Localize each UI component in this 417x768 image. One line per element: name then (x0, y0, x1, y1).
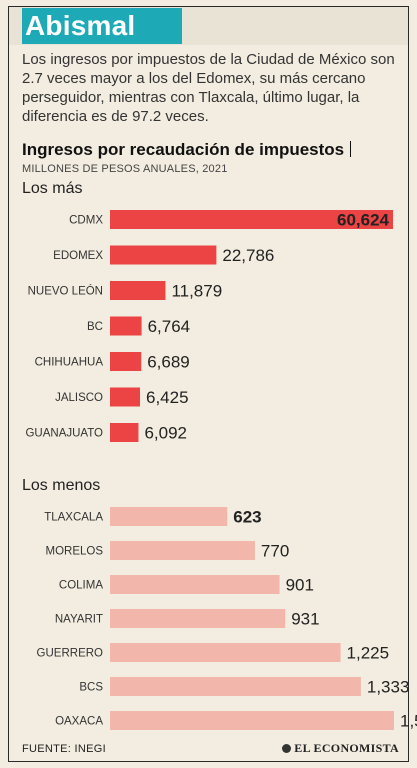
bar-guerrero (110, 643, 341, 662)
chart-subtitle: MILLONES DE PESOS ANUALES, 2021 (22, 163, 228, 175)
intro-text: Los ingresos por impuestos de la Ciudad … (22, 51, 395, 125)
value-label-jalisco: 6,425 (146, 388, 189, 407)
value-label-colima: 901 (286, 576, 314, 595)
title-divider (350, 141, 352, 157)
value-label-tlaxcala: 623 (233, 508, 261, 527)
category-label-bc: BC (87, 321, 103, 333)
category-label-bcs: BCS (79, 682, 103, 694)
bar-tlaxcala (110, 507, 228, 526)
category-label-nuevo-le-n: NUEVO LEÓN (28, 285, 103, 298)
bar-nuevo-le-n (110, 281, 166, 300)
section-label-top: Los más (22, 180, 83, 197)
bar-oaxaca (110, 711, 394, 730)
bar-bcs (110, 677, 361, 696)
bar-bc (110, 316, 142, 336)
bar-guanajuato (110, 423, 139, 442)
value-label-oaxaca: 1,509 (400, 712, 417, 731)
category-label-chihuahua: CHIHUAHUA (35, 357, 104, 369)
value-label-cdmx: 60,624 (337, 211, 390, 230)
category-label-cdmx: CDMX (69, 215, 103, 227)
frame-border (8, 6, 409, 762)
bar-morelos (110, 541, 255, 560)
value-label-edomex: 22,786 (222, 246, 274, 265)
category-label-edomex: EDOMEX (53, 250, 103, 262)
bar-nayarit (110, 609, 286, 628)
headline: Abismal (22, 8, 182, 44)
bar-jalisco (110, 387, 140, 407)
value-label-guerrero: 1,225 (347, 644, 390, 663)
footer-source: FUENTE: INEGI (22, 743, 106, 755)
value-label-nuevo-le-n: 11,879 (171, 282, 222, 301)
bar-edomex (110, 245, 217, 265)
value-label-morelos: 770 (261, 542, 289, 561)
value-label-nayarit: 931 (291, 610, 319, 629)
category-label-guanajuato: GUANAJUATO (25, 428, 103, 440)
bar-chihuahua (110, 352, 142, 371)
publisher-logo-icon (282, 744, 292, 753)
chart-title-text: Ingresos por recaudación de impuestos (22, 140, 345, 159)
value-label-bcs: 1,333 (367, 678, 410, 697)
category-label-tlaxcala: TLAXCALA (44, 512, 103, 524)
category-label-oaxaca: OAXACA (55, 716, 103, 728)
bar-colima (110, 575, 280, 594)
category-label-nayarit: NAYARIT (55, 614, 103, 626)
footer-publisher: EL ECONOMISTA (282, 741, 399, 756)
category-label-guerrero: GUERRERO (37, 648, 104, 660)
category-label-colima: COLIMA (59, 580, 103, 592)
category-label-morelos: MORELOS (45, 546, 103, 558)
value-label-guanajuato: 6,092 (144, 424, 187, 443)
chart-title: Ingresos por recaudación de impuestos (22, 140, 352, 160)
section-label-bottom: Los menos (22, 477, 101, 494)
value-label-bc: 6,764 (148, 317, 191, 336)
category-label-jalisco: JALISCO (55, 392, 103, 404)
value-label-chihuahua: 6,689 (147, 353, 190, 372)
bar-cdmx (110, 210, 393, 229)
publisher-name: EL ECONOMISTA (294, 741, 399, 755)
